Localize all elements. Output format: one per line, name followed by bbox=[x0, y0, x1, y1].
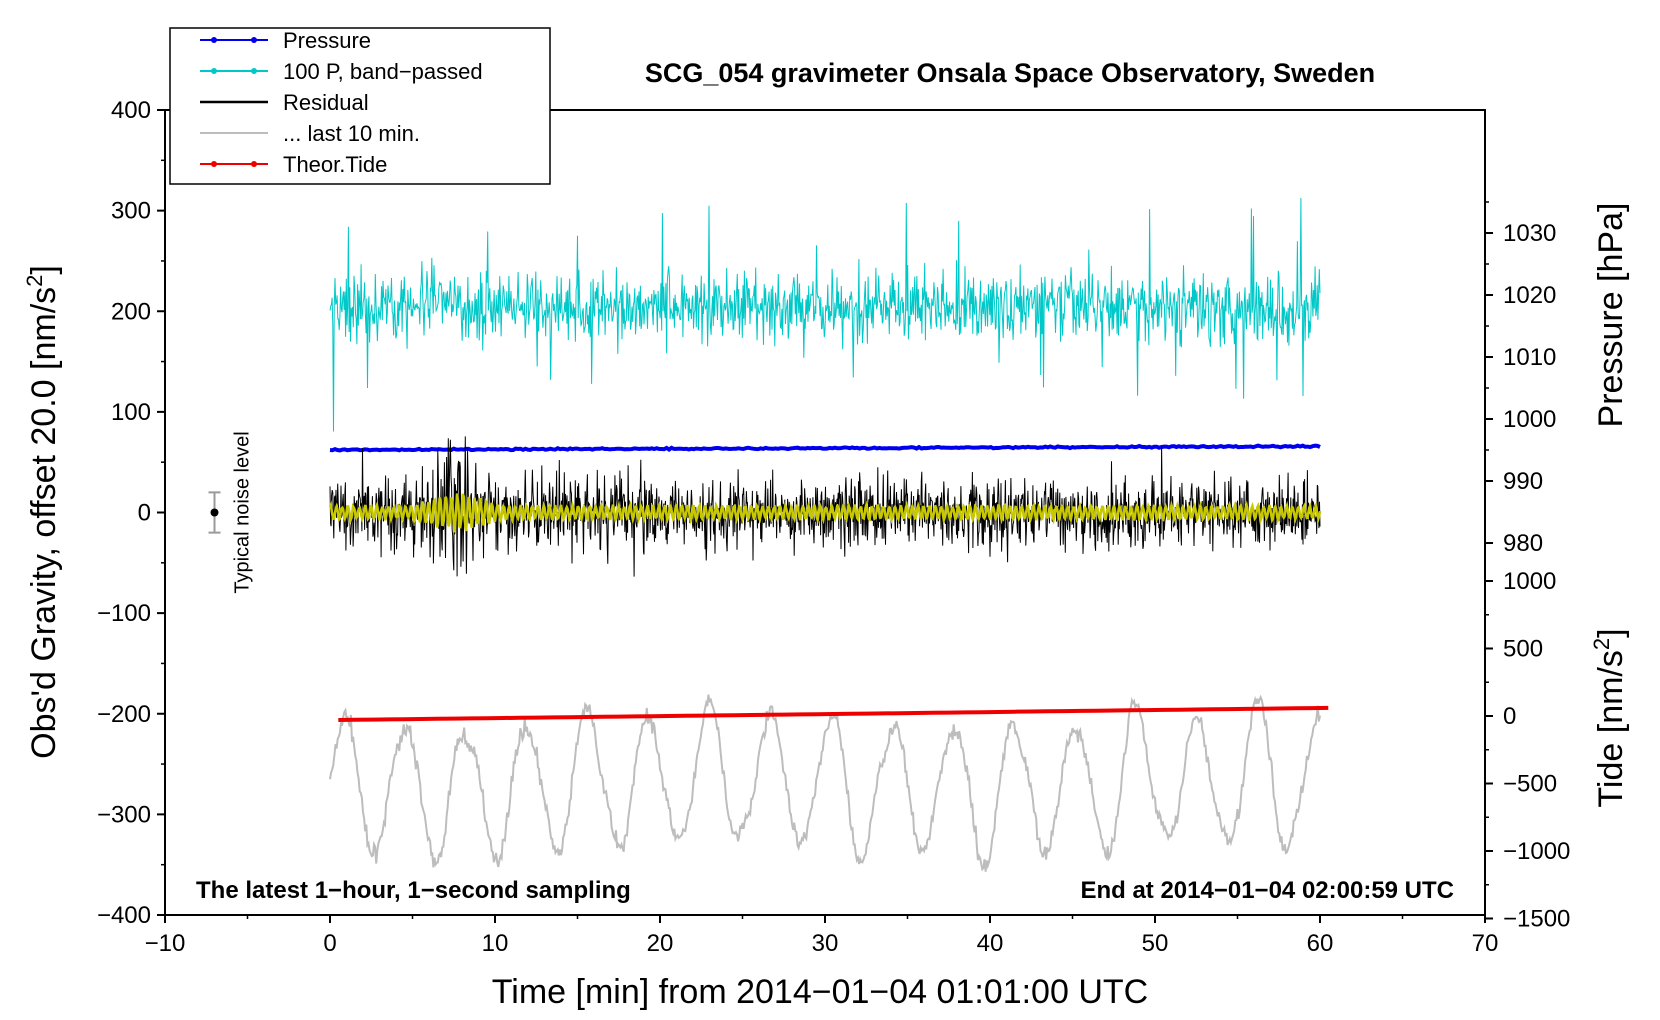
x-axis-title: Time [min] from 2014−01−04 01:01:00 UTC bbox=[492, 973, 1148, 1011]
pressure-tick-label: 990 bbox=[1503, 468, 1543, 495]
y-tick-label: 200 bbox=[111, 298, 151, 325]
y-axis-title-end: ] bbox=[25, 265, 63, 274]
left-axis: −400 −300 −200 −100 0 100 200 300 400 bbox=[97, 97, 165, 929]
series-pressure bbox=[329, 443, 1321, 453]
annotation-sampling: The latest 1−hour, 1−second sampling bbox=[196, 877, 631, 904]
y-axis-title-sup: 2 bbox=[22, 275, 47, 287]
legend-marker bbox=[211, 68, 217, 74]
legend-box bbox=[169, 27, 551, 185]
y-tick-label: −100 bbox=[97, 600, 151, 627]
pressure-axis-title: Pressure [hPa] bbox=[1592, 203, 1630, 428]
tide-axis-title-main: Tide [nm/s bbox=[1592, 650, 1630, 807]
legend-label: Theor.Tide bbox=[283, 152, 387, 177]
series-residual-smoothed bbox=[328, 493, 1322, 533]
legend: Pressure 100 P, band−passed Residual ... la… bbox=[169, 27, 551, 185]
tide-axis-title-sup: 2 bbox=[1589, 638, 1614, 650]
x-tick-label: 30 bbox=[812, 930, 839, 957]
pressure-tick-label: 1000 bbox=[1503, 406, 1556, 433]
pressure-tick-label: 1030 bbox=[1503, 220, 1556, 247]
tide-axis: −1500 −1000 −500 0 500 1000 bbox=[1485, 568, 1570, 933]
x-tick-label: 50 bbox=[1142, 930, 1169, 957]
series-theoretical-tide bbox=[338, 705, 1329, 722]
y-axis-title-main: Obs'd Gravity, offset 20.0 [nm/s bbox=[25, 287, 63, 759]
x-tick-label: 60 bbox=[1307, 930, 1334, 957]
tide-tick-label: −1500 bbox=[1503, 906, 1570, 933]
annotation-end-time: End at 2014−01−04 02:00:59 UTC bbox=[1080, 877, 1454, 904]
legend-marker bbox=[211, 161, 217, 167]
y-tick-label: 300 bbox=[111, 198, 151, 225]
legend-marker bbox=[251, 68, 257, 74]
noise-label: Typical noise level bbox=[232, 431, 254, 593]
y-tick-label: −400 bbox=[97, 902, 151, 929]
legend-label: 100 P, band−passed bbox=[283, 59, 483, 84]
legend-label: ... last 10 min. bbox=[283, 121, 420, 146]
tide-tick-label: 500 bbox=[1503, 636, 1543, 663]
tide-tick-label: −500 bbox=[1503, 771, 1557, 798]
tide-tick-label: 0 bbox=[1503, 703, 1516, 730]
noise-indicator: Typical noise level bbox=[208, 431, 254, 594]
y-tick-label: 0 bbox=[138, 500, 151, 527]
y-axis-title: Obs'd Gravity, offset 20.0 [nm/s2] bbox=[22, 265, 63, 759]
legend-label: Pressure bbox=[283, 28, 371, 53]
x-tick-label: 0 bbox=[323, 930, 336, 957]
legend-marker bbox=[211, 37, 217, 43]
x-tick-label: 20 bbox=[647, 930, 674, 957]
series-layer bbox=[328, 197, 1329, 872]
y-tick-label: −300 bbox=[97, 801, 151, 828]
chart-title: SCG_054 gravimeter Onsala Space Observat… bbox=[645, 58, 1375, 88]
pressure-tick-label: 1020 bbox=[1503, 282, 1556, 309]
y-tick-label: 100 bbox=[111, 399, 151, 426]
tide-tick-label: 1000 bbox=[1503, 568, 1556, 595]
tide-axis-title-end: ] bbox=[1592, 628, 1630, 637]
x-tick-label: 70 bbox=[1472, 930, 1499, 957]
bottom-axis: −10 0 10 20 30 40 50 60 70 bbox=[145, 915, 1499, 957]
series-last-10-min bbox=[329, 694, 1321, 872]
y-tick-label: 400 bbox=[111, 97, 151, 124]
series-band-passed-pressure bbox=[329, 197, 1321, 432]
x-tick-label: 10 bbox=[482, 930, 509, 957]
tide-axis-title: Tide [nm/s2] bbox=[1589, 628, 1630, 807]
y-tick-label: −200 bbox=[97, 701, 151, 728]
legend-marker bbox=[251, 161, 257, 167]
tide-tick-label: −1000 bbox=[1503, 838, 1570, 865]
pressure-tick-label: 1010 bbox=[1503, 344, 1556, 371]
legend-marker bbox=[251, 37, 257, 43]
pressure-tick-label: 980 bbox=[1503, 530, 1543, 557]
pressure-axis: 980 990 1000 1010 1020 1030 bbox=[1485, 201, 1556, 557]
x-tick-label: −10 bbox=[145, 930, 186, 957]
legend-label: Residual bbox=[283, 90, 369, 115]
x-tick-label: 40 bbox=[977, 930, 1004, 957]
noise-bar-dot bbox=[210, 508, 219, 517]
